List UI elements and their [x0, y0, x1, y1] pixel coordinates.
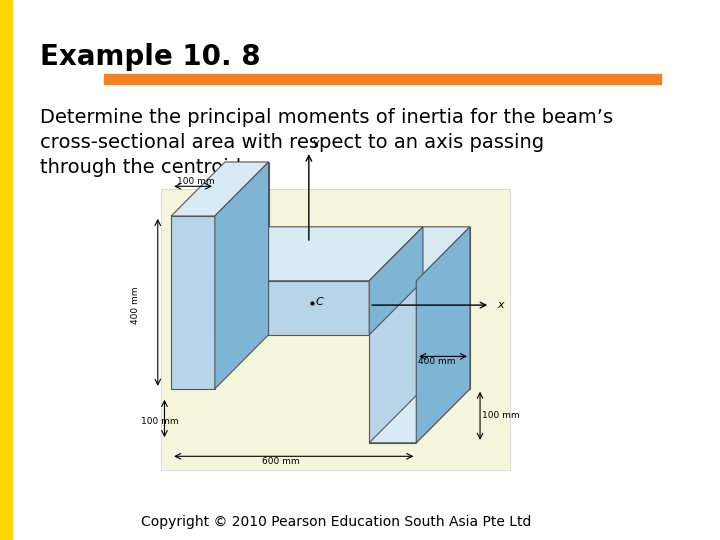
- Polygon shape: [369, 281, 416, 443]
- Polygon shape: [369, 389, 470, 443]
- Polygon shape: [225, 162, 269, 335]
- Text: 400 mm: 400 mm: [131, 286, 140, 324]
- Polygon shape: [369, 227, 423, 335]
- Bar: [104, 74, 662, 84]
- Polygon shape: [215, 281, 369, 335]
- Polygon shape: [369, 227, 470, 281]
- Text: 100 mm: 100 mm: [176, 177, 215, 186]
- Text: 100 mm: 100 mm: [141, 417, 179, 426]
- Polygon shape: [416, 227, 470, 443]
- Text: 100 mm: 100 mm: [482, 411, 520, 421]
- Polygon shape: [171, 216, 215, 389]
- Text: C: C: [315, 297, 323, 307]
- Polygon shape: [215, 162, 269, 389]
- Text: 400 mm: 400 mm: [418, 357, 455, 367]
- Polygon shape: [423, 227, 470, 389]
- Text: Example 10. 8: Example 10. 8: [40, 43, 261, 71]
- Polygon shape: [171, 162, 269, 216]
- Text: y: y: [312, 138, 319, 148]
- Text: Determine the principal moments of inertia for the beam’s
cross-sectional area w: Determine the principal moments of inert…: [40, 108, 613, 177]
- Polygon shape: [215, 227, 423, 281]
- Text: 600 mm: 600 mm: [262, 457, 300, 467]
- Text: x: x: [497, 300, 503, 310]
- Bar: [0, 0, 12, 540]
- Polygon shape: [269, 227, 423, 281]
- Text: Copyright © 2010 Pearson Education South Asia Pte Ltd: Copyright © 2010 Pearson Education South…: [140, 515, 531, 529]
- FancyBboxPatch shape: [161, 189, 510, 470]
